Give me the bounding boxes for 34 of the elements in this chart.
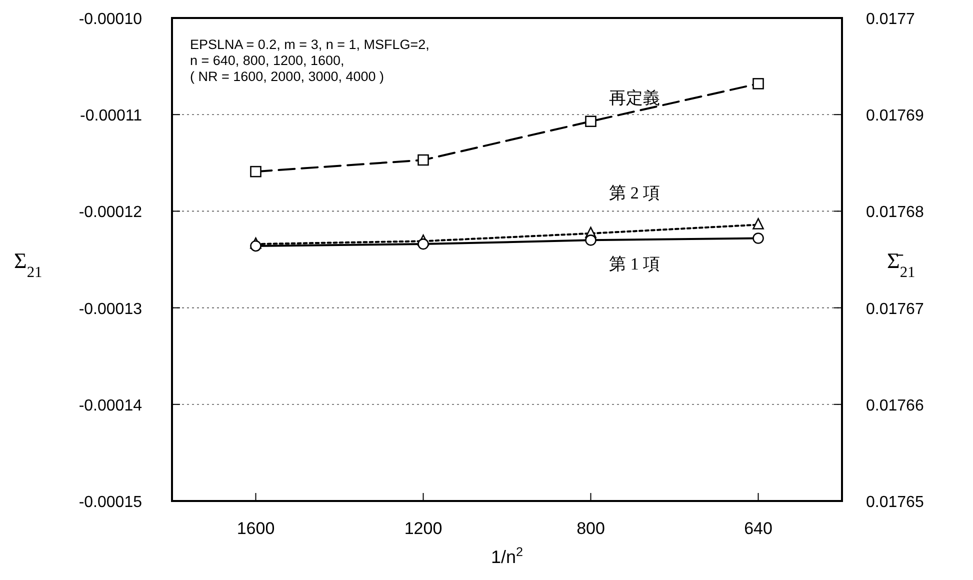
y-axis-title: Σ$_{21}$ bbox=[14, 248, 42, 280]
point bbox=[585, 116, 596, 128]
point bbox=[250, 166, 262, 178]
point bbox=[752, 232, 764, 244]
x-tick-label: 640 bbox=[744, 519, 772, 538]
x-tick-label: 1600 bbox=[236, 519, 275, 538]
point bbox=[418, 154, 429, 166]
y2-tick-label: 0.0177 bbox=[866, 11, 916, 28]
y2-tick-label: 0.01767 bbox=[866, 300, 924, 318]
point bbox=[418, 238, 429, 250]
y-tick-label: -0.00010 bbox=[78, 11, 142, 28]
series-label: 再定義 bbox=[609, 88, 660, 108]
y-tick-label: -0.00011 bbox=[80, 108, 142, 125]
point bbox=[752, 218, 764, 230]
series-label: 第 1 項 bbox=[609, 254, 660, 274]
point bbox=[585, 234, 596, 246]
series-label: 第 2 項 bbox=[609, 184, 660, 203]
y2-tick-label: 0.01766 bbox=[866, 397, 924, 414]
y2-tick-label: 0.01769 bbox=[866, 108, 924, 125]
y2-tick-label: 0.01765 bbox=[866, 494, 924, 511]
y-tick-label: -0.00013 bbox=[78, 300, 142, 318]
y-tick-label: -0.00014 bbox=[78, 397, 142, 414]
point bbox=[752, 78, 764, 90]
x-tick-label: 800 bbox=[576, 519, 605, 538]
y-tick-label: -0.00012 bbox=[78, 204, 142, 222]
x-tick-label: 1200 bbox=[404, 519, 442, 538]
y2-axis-title: Σ̄$_{21}$ bbox=[887, 248, 916, 280]
annotation: ( NR = 1600, 2000, 3000, 4000 ) bbox=[190, 69, 384, 84]
y2-tick-label: 0.01768 bbox=[866, 204, 924, 222]
x-axis-title: 1/n$^{2}$ bbox=[490, 545, 524, 567]
point bbox=[250, 240, 262, 252]
annotation: EPSLNA = 0.2, m = 3, n = 1, MSFLG=2, bbox=[190, 37, 430, 52]
y-tick-label: -0.00015 bbox=[78, 494, 142, 511]
annotation: n = 640, 800, 1200, 1600, bbox=[190, 53, 344, 68]
